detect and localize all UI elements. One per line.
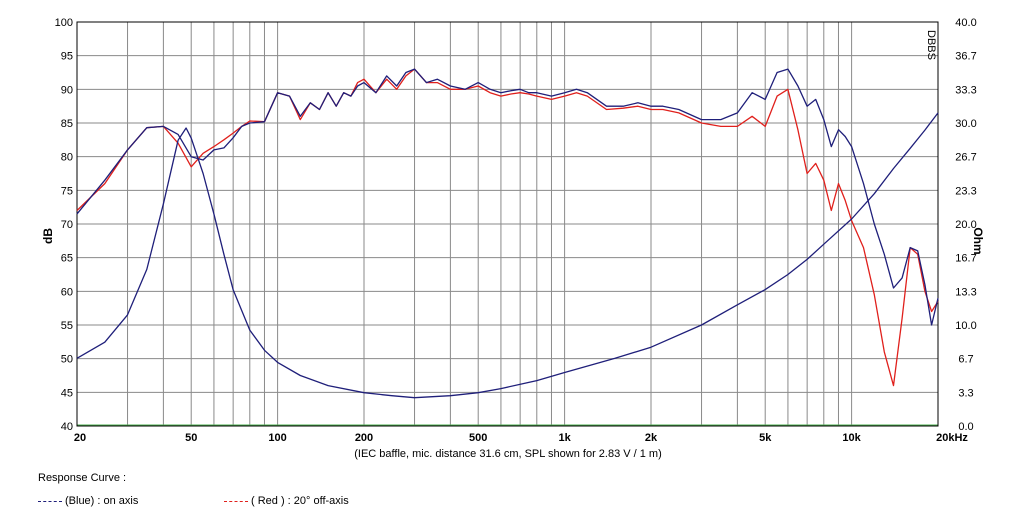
x-axis-caption: (IEC baffle, mic. distance 31.6 cm, SPL … [354,448,662,460]
y-left-tick-label: 60 [61,286,73,298]
legend-title: Response Curve : [38,472,127,484]
y-left-tick-label: 50 [61,354,73,366]
legend-swatch-red [224,500,248,502]
y-left-tick-label: 40 [61,421,73,433]
series-layer [76,68,939,399]
y-left-tick-label: 55 [61,320,73,332]
y-left-tick-label: 90 [61,84,73,96]
y-axis-label-left: dB [41,228,55,244]
watermark-text: DBBS [925,30,937,60]
y-right-tick-label: 13.3 [955,286,976,298]
y-right-tick-label: 16.7 [955,253,976,265]
y-left-tick-label: 65 [61,253,73,265]
y-right-tick-label: 36.7 [955,51,976,63]
on-axis-series-line [76,68,939,326]
legend-item-blue: (Blue) : on axis [38,495,138,507]
x-tick-label: 2k [645,432,658,444]
x-tick-label: 500 [469,432,487,444]
x-tick-label: 5k [759,432,772,444]
y-axis-label-right: Ohm [971,227,985,254]
y-right-tick-label: 40.0 [955,17,976,29]
x-tick-label: 20kHz [936,432,968,444]
x-tick-label: 200 [355,432,373,444]
y-left-tick-label: 100 [55,17,73,29]
x-tick-label: 1k [558,432,571,444]
y-left-tick-label: 95 [61,51,73,63]
y-right-tick-label: 6.7 [958,354,973,366]
y-right-tick-label: 20.0 [955,219,976,231]
x-tick-label: 50 [185,432,197,444]
legend-label-blue: (Blue) : on axis [65,495,139,507]
y-right-tick-label: 23.3 [955,185,976,197]
frequency-response-chart: 40 45 50 55 60 65 70 75 80 85 90 95 100 0.0 3.3 6.7 10.… [41,17,985,460]
legend-swatch-blue [38,500,62,502]
impedance-series-line [76,112,939,399]
off-axis-series-line [76,68,939,387]
grid [77,22,938,426]
plot-frame [76,21,939,427]
y-left-tick-label: 70 [61,219,73,231]
legend-item-red: ( Red ) : 20° off-axis [224,495,349,507]
y-right-tick-label: 10.0 [955,320,976,332]
y-right-tick-label: 26.7 [955,152,976,164]
y-left-tick-label: 80 [61,152,73,164]
right-axis-ticks: 0.0 3.3 6.7 10.0 13.3 16.7 20.0 23.3 26.7 30.0 33.… [955,17,976,433]
y-left-tick-label: 45 [61,387,73,399]
x-axis-ticks: 20 50 100 200 500 1k 2k 5k 10k 20kHz [74,432,969,444]
x-tick-label: 10k [842,432,861,444]
y-right-tick-label: 33.3 [955,84,976,96]
y-right-tick-label: 0.0 [958,421,973,433]
y-left-tick-label: 75 [61,185,73,197]
x-tick-label: 20 [74,432,86,444]
left-axis-ticks: 40 45 50 55 60 65 70 75 80 85 90 95 100 [55,17,73,433]
y-left-tick-label: 85 [61,118,73,130]
legend-label-red: ( Red ) : 20° off-axis [251,495,349,507]
y-right-tick-label: 3.3 [958,387,973,399]
y-right-tick-label: 30.0 [955,118,976,130]
x-tick-label: 100 [268,432,286,444]
